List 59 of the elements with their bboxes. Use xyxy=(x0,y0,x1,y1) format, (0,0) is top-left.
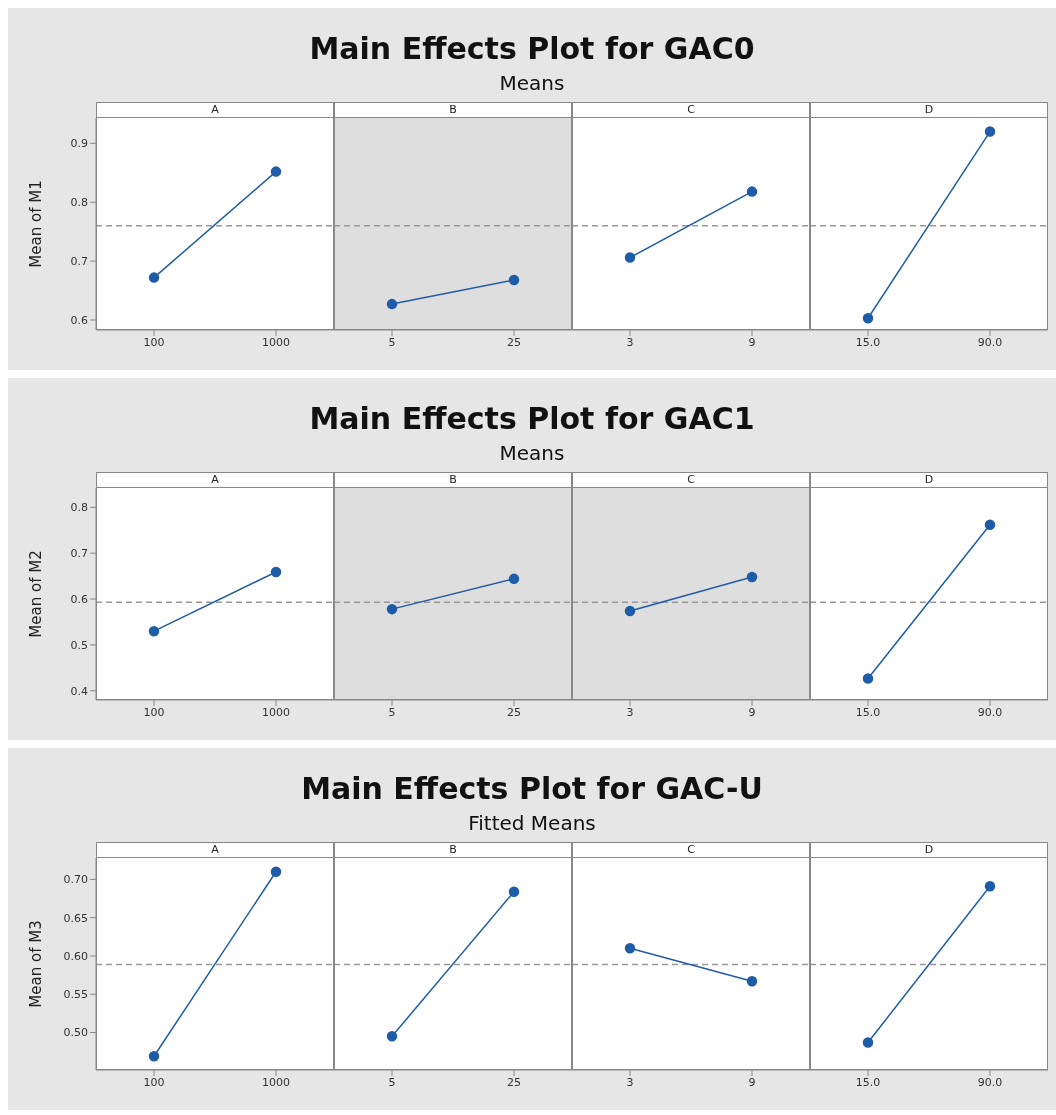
x-tick-label: 90.0 xyxy=(977,1075,1003,1089)
chart-title: C xyxy=(572,472,810,488)
x-tick-label: 1000 xyxy=(262,705,290,719)
x-tick-label: 15.0 xyxy=(855,335,881,349)
text: Main Effects Plot for GAC1 xyxy=(308,400,756,438)
x-tick-label: 1000 xyxy=(262,335,290,349)
y-axis-title: Mean of M1 xyxy=(27,180,46,268)
x-tick-label: 1000 xyxy=(262,1075,290,1089)
y-tick-label: 0.7 xyxy=(70,547,88,561)
chart-title: D xyxy=(810,842,1048,858)
chart-title: B xyxy=(334,842,572,858)
x-tick-label: 100 xyxy=(143,335,165,349)
chart-title: B xyxy=(334,102,572,118)
x-tick-label: 100 xyxy=(143,705,165,719)
x-tick-label: 25 xyxy=(507,705,521,719)
y-tick-label: 0.6 xyxy=(70,592,88,606)
chart-title: A xyxy=(96,842,334,858)
x-tick-label: 9 xyxy=(748,705,756,719)
chart-title: D xyxy=(810,472,1048,488)
y-axis-title: Mean of M3 xyxy=(27,920,46,1008)
text: Fitted Means xyxy=(467,810,597,837)
x-tick-label: 15.0 xyxy=(855,1075,881,1089)
x-tick-label: 9 xyxy=(748,335,756,349)
y-tick-label: 0.7 xyxy=(70,255,88,269)
text: Main Effects Plot for GAC-U xyxy=(300,770,764,808)
text: Means xyxy=(498,440,566,467)
y-tick-label: 0.5 xyxy=(70,638,88,652)
x-tick-label: 3 xyxy=(626,335,634,349)
y-tick-label: 0.6 xyxy=(70,313,88,327)
chart-title: C xyxy=(572,102,810,118)
x-tick-label: 5 xyxy=(388,1075,396,1089)
x-tick-label: 25 xyxy=(507,1075,521,1089)
x-tick-label: 3 xyxy=(626,705,634,719)
chart-title: D xyxy=(810,102,1048,118)
x-tick-label: 90.0 xyxy=(977,335,1003,349)
y-tick-label: 0.50 xyxy=(63,1026,88,1040)
x-tick-label: 5 xyxy=(388,705,396,719)
y-tick-label: 0.70 xyxy=(63,873,88,887)
y-tick-label: 0.65 xyxy=(63,911,88,925)
y-tick-label: 0.9 xyxy=(70,137,88,151)
y-axis-title: Mean of M2 xyxy=(27,550,46,638)
chart-title: A xyxy=(96,472,334,488)
x-tick-label: 100 xyxy=(143,1075,165,1089)
text: Main Effects Plot for GAC0 xyxy=(308,30,756,68)
chart-title: A xyxy=(96,102,334,118)
x-tick-label: 90.0 xyxy=(977,705,1003,719)
x-tick-label: 25 xyxy=(507,335,521,349)
text: Means xyxy=(498,70,566,97)
chart-title: C xyxy=(572,842,810,858)
x-tick-label: 5 xyxy=(388,335,396,349)
chart-title: B xyxy=(334,472,572,488)
y-tick-label: 0.4 xyxy=(70,684,88,698)
x-tick-label: 3 xyxy=(626,1075,634,1089)
y-tick-label: 0.8 xyxy=(70,196,88,210)
y-tick-label: 0.8 xyxy=(70,501,88,515)
x-tick-label: 9 xyxy=(748,1075,756,1089)
y-tick-label: 0.60 xyxy=(63,949,88,963)
y-tick-label: 0.55 xyxy=(63,988,88,1002)
x-tick-label: 15.0 xyxy=(855,705,881,719)
